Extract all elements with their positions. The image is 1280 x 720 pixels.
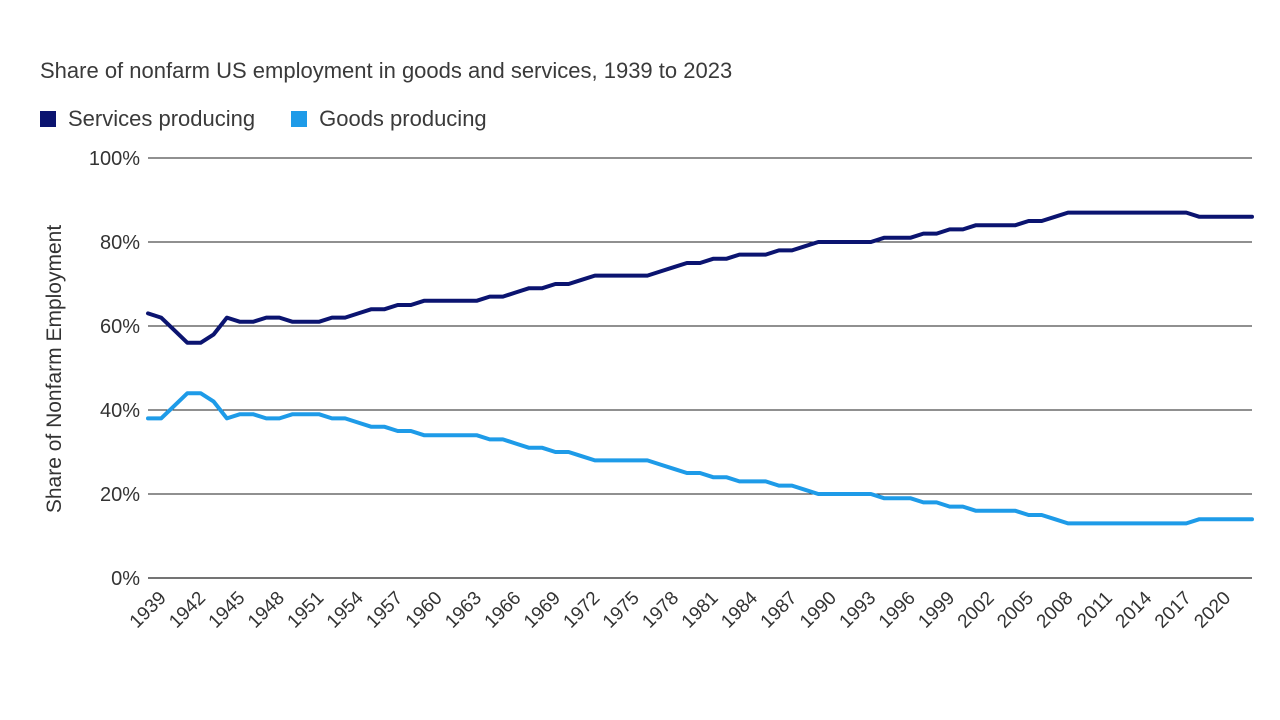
x-tick-label: 1999 xyxy=(914,588,959,633)
x-tick-label: 2014 xyxy=(1112,587,1157,632)
x-tick-label: 1939 xyxy=(126,588,171,633)
x-tick-label: 1963 xyxy=(441,588,486,633)
legend-swatch-goods xyxy=(291,111,308,127)
x-tick-label: 1987 xyxy=(757,588,802,633)
legend-item-services: Services producing xyxy=(40,106,255,132)
legend-swatch-services xyxy=(40,111,56,127)
y-axis-ticks: 0% 20% 40% 60% 80% 100% xyxy=(89,148,140,590)
x-tick-label: 1996 xyxy=(875,588,920,633)
x-tick-label: 1978 xyxy=(638,588,683,633)
x-tick-label: 1984 xyxy=(717,587,762,632)
y-tick-label: 40% xyxy=(100,400,140,422)
gridlines xyxy=(148,157,1252,579)
series-line-goods xyxy=(146,391,1254,526)
x-tick-label: 2011 xyxy=(1073,588,1117,632)
x-tick-label: 1945 xyxy=(205,588,250,633)
legend: Services producing Goods producing xyxy=(40,106,523,132)
legend-item-goods: Goods producing xyxy=(291,106,487,132)
x-tick-label: 2020 xyxy=(1190,588,1235,633)
x-axis-ticks: 1939194219451948195119541957196019631966… xyxy=(126,587,1235,632)
x-tick-label: 1990 xyxy=(796,588,841,633)
x-tick-label: 1954 xyxy=(323,587,368,632)
x-tick-label: 2008 xyxy=(1033,588,1078,633)
x-tick-label: 1981 xyxy=(678,588,723,633)
x-tick-label: 1951 xyxy=(284,588,329,633)
x-tick-label: 2002 xyxy=(954,588,999,633)
y-axis-label: Share of Nonfarm Employment xyxy=(43,225,66,513)
chart-title: Share of nonfarm US employment in goods … xyxy=(40,58,733,83)
series-lines xyxy=(146,210,1254,526)
y-tick-label: 60% xyxy=(100,316,140,338)
x-tick-label: 1966 xyxy=(481,588,526,633)
x-tick-label: 1948 xyxy=(244,588,289,633)
x-tick-label: 1942 xyxy=(165,588,210,633)
series-line-services xyxy=(146,210,1254,345)
x-tick-label: 2005 xyxy=(993,588,1038,633)
x-tick-label: 1993 xyxy=(836,588,881,633)
y-tick-label: 80% xyxy=(100,232,140,254)
x-tick-label: 1960 xyxy=(402,588,447,633)
y-tick-label: 100% xyxy=(89,148,140,170)
x-tick-label: 1969 xyxy=(520,588,565,633)
x-tick-label: 1957 xyxy=(362,588,407,633)
legend-label-goods: Goods producing xyxy=(319,106,487,131)
x-tick-label: 1972 xyxy=(560,588,605,633)
y-tick-label: 0% xyxy=(111,568,140,590)
y-tick-label: 20% xyxy=(100,484,140,506)
x-tick-label: 2017 xyxy=(1151,588,1196,633)
x-tick-label: 1975 xyxy=(599,588,644,633)
legend-label-services: Services producing xyxy=(68,106,256,131)
